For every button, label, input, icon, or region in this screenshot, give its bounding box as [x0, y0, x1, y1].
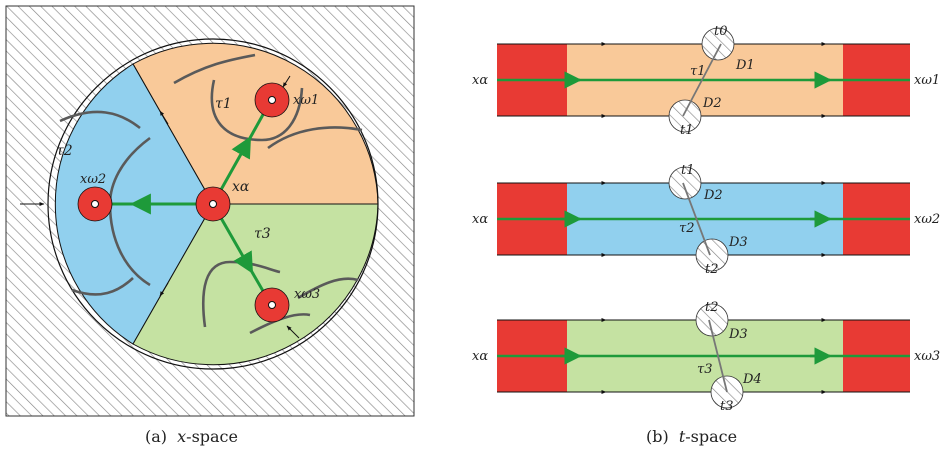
caption-a: (a) x-space	[145, 427, 238, 446]
disc-bottom	[668, 99, 702, 133]
tau-label: τ3	[697, 362, 712, 377]
top-t-label: t0	[714, 24, 728, 39]
tau-segment	[682, 43, 722, 117]
bottom-t-label: t1	[680, 123, 694, 138]
disc-top	[701, 27, 735, 61]
x-omega1-dot	[268, 96, 276, 104]
strip-1: xα xω1 t0 t1 D1 D2 τ1	[472, 24, 940, 138]
right-label: xω2	[914, 212, 940, 227]
label-x-omega1: xω1	[293, 93, 319, 108]
label-tau1: τ1	[215, 96, 232, 112]
x-omega3-dot	[268, 301, 276, 309]
label-tau3: τ3	[254, 226, 271, 242]
sector-green	[132, 203, 379, 366]
bottom-d-label: D4	[742, 372, 762, 387]
bottom-d-label: D3	[728, 235, 748, 250]
top-d-label: D1	[735, 58, 755, 73]
disc-bottom	[695, 238, 729, 272]
caption-a-tag: (a)	[145, 427, 167, 446]
tau-segment	[682, 182, 711, 256]
x-alpha-dot	[209, 200, 217, 208]
x-omega2-dot	[91, 200, 99, 208]
caption-a-var: x	[177, 427, 186, 446]
label-x-alpha: xα	[232, 179, 250, 195]
caption-b: (b) t-space	[646, 427, 737, 446]
top-d-label: D3	[728, 327, 748, 342]
label-x-omega2: xω2	[80, 172, 106, 187]
label-x-omega3: xω3	[294, 287, 320, 302]
label-tau2: τ2	[56, 143, 73, 159]
bottom-t-label: t2	[705, 262, 719, 277]
left-label: xα	[472, 349, 488, 364]
tau-label: τ1	[690, 64, 705, 79]
top-d-label: D2	[703, 188, 723, 203]
caption-b-rest: -space	[685, 427, 737, 446]
x-space-panel: xα xω1 xω2 xω3 τ1 τ2 τ3 (a) x-space	[5, 5, 415, 446]
caption-b-var: t	[679, 427, 686, 446]
bottom-t-label: t3	[720, 399, 734, 414]
tau-label: τ2	[679, 221, 694, 236]
top-t-label: t2	[705, 300, 719, 315]
right-label: xω3	[914, 349, 940, 364]
top-t-label: t1	[681, 163, 695, 178]
left-label: xα	[472, 73, 488, 88]
disc-top	[695, 303, 729, 337]
t-space-panel: xα xω1 t0 t1 D1 D2 τ1 xα xω2 t	[472, 24, 940, 446]
strip-3: xα xω3 t2 t3 D3 D4 τ3	[472, 300, 940, 414]
strip-2: xα xω2 t1 t2 D2 D3 τ2	[472, 163, 940, 277]
disc-top	[668, 166, 702, 200]
right-label: xω1	[914, 73, 940, 88]
caption-a-rest: -space	[186, 427, 238, 446]
tau-segment	[708, 319, 728, 393]
bottom-d-label: D2	[702, 96, 722, 111]
equilibria	[77, 82, 290, 323]
caption-b-tag: (b)	[646, 427, 669, 446]
left-label: xα	[472, 212, 488, 227]
domain-circle	[47, 38, 379, 370]
boundary-arrows	[20, 75, 366, 339]
sector-orange	[132, 42, 379, 205]
